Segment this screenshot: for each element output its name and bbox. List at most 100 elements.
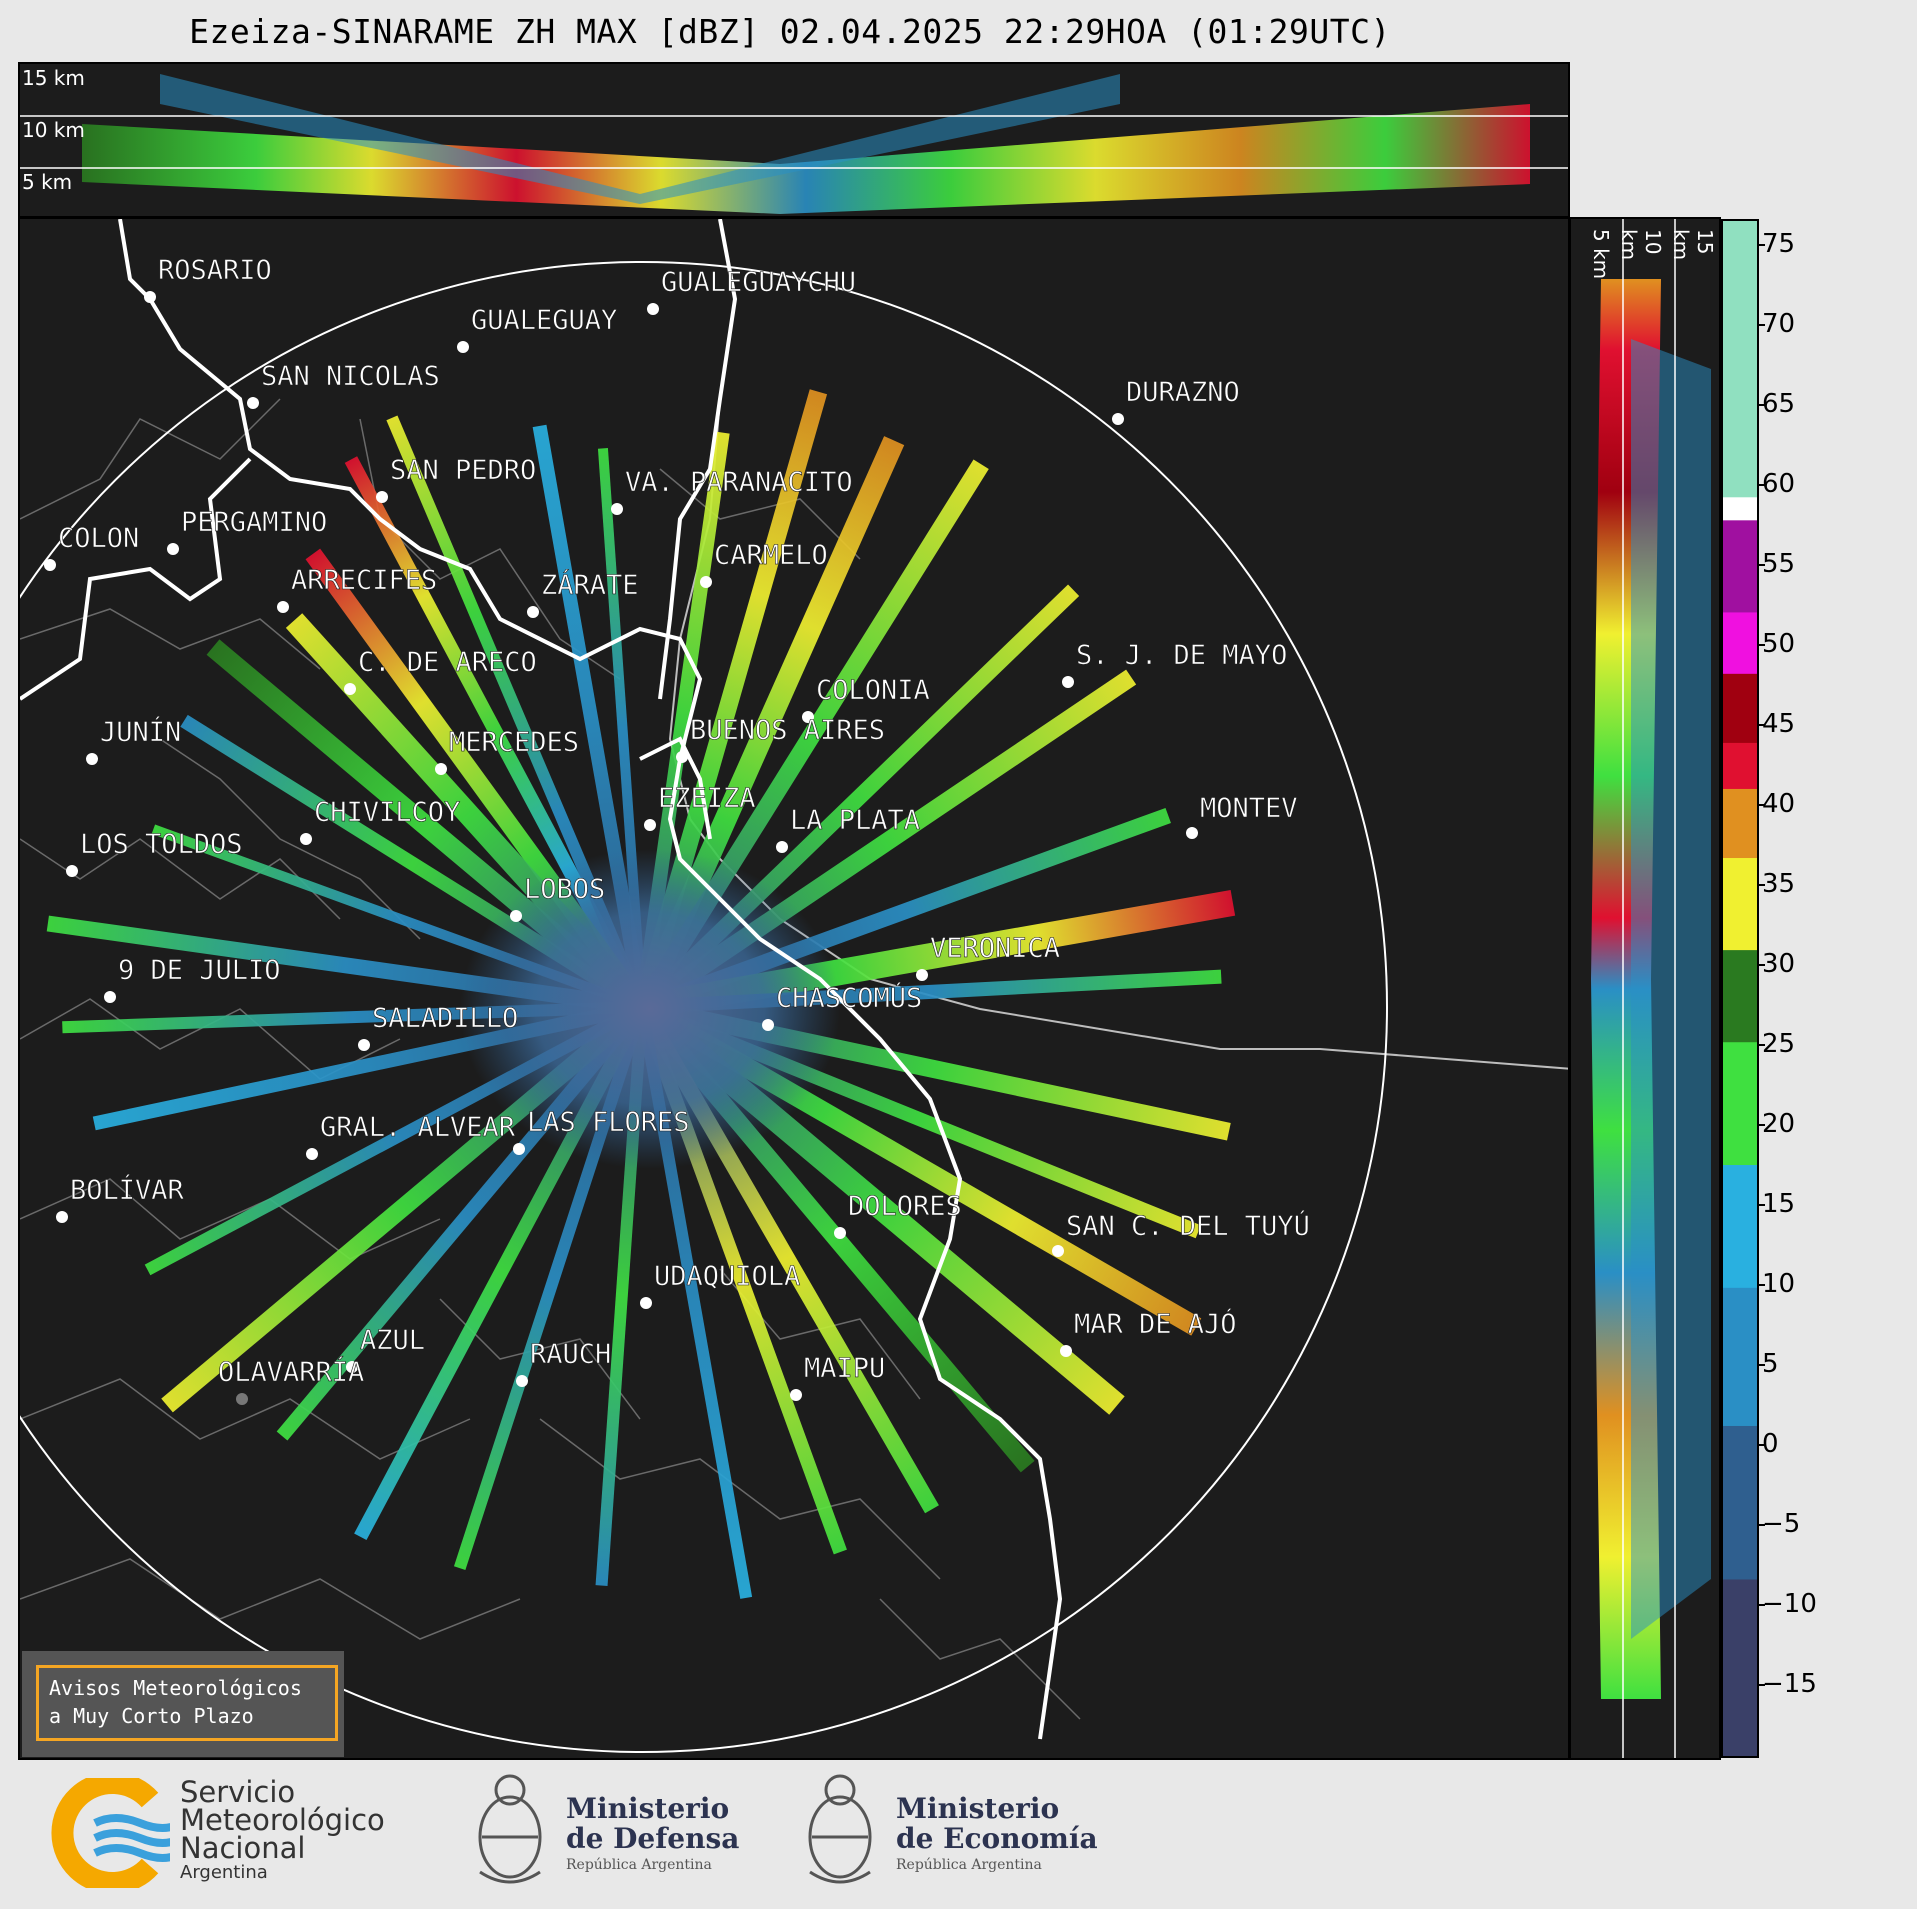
city-label: S. J. DE MAYO (1076, 640, 1287, 671)
city-label: VA. PARANACITO (625, 467, 853, 498)
colorbar-tick-label: 35 (1756, 869, 1796, 899)
colorbar-tick-label: 5 (1757, 1349, 1779, 1379)
city-label: PERGAMINO (181, 507, 327, 538)
smn-line-2: Meteorológico (180, 1803, 385, 1837)
city-marker (762, 1019, 774, 1031)
city-label: SALADILLO (372, 1003, 518, 1034)
colorbar-band (1723, 612, 1757, 675)
city-marker (676, 751, 688, 763)
city-label: ARRECIFES (291, 565, 437, 596)
top-10km-label: 10 km (22, 118, 85, 142)
warning-box[interactable]: Avisos Meteorológicos a Muy Corto Plazo (36, 1665, 338, 1741)
colorbar-tick-label: −5 (1756, 1509, 1801, 1539)
city-label: LA PLATA (790, 805, 920, 836)
colorbar-band (1723, 1165, 1757, 1289)
top-section-echo (82, 104, 1530, 214)
city-marker (776, 841, 788, 853)
city-label: GUALEGUAY (471, 305, 617, 336)
city-label: SAN PEDRO (390, 455, 536, 486)
city-label: AZUL (360, 1325, 425, 1356)
colorbar-tick-label: 45 (1756, 709, 1796, 739)
colorbar-band (1723, 858, 1757, 952)
city-label: BOLÍVAR (70, 1174, 185, 1206)
city-marker (1062, 676, 1074, 688)
colorbar-tick-label: 20 (1756, 1109, 1796, 1139)
colorbar-tick-label: 50 (1756, 629, 1796, 659)
colorbar-band (1723, 497, 1757, 522)
city-marker (700, 576, 712, 588)
city-marker (790, 1389, 802, 1401)
city-label: DURAZNO (1126, 377, 1240, 408)
colorbar-tick-label: −15 (1757, 1669, 1817, 1699)
city-marker (44, 559, 56, 571)
colorbar-tick-label: −10 (1757, 1589, 1817, 1619)
city-marker (306, 1148, 318, 1160)
defensa-line-1: Ministerio (566, 1792, 730, 1825)
colorbar-band (1723, 1579, 1757, 1757)
city-marker (644, 819, 656, 831)
coat-of-arms-icon (478, 1774, 542, 1884)
city-label: LOBOS (524, 874, 605, 905)
side-10km-label: 10 km (1617, 229, 1665, 261)
city-marker (344, 683, 356, 695)
colorbar-tick-label: 65 (1756, 389, 1796, 419)
warning-line-2: a Muy Corto Plazo (49, 1704, 254, 1728)
side-5km-label: 5 km (1589, 229, 1613, 280)
city-marker (1112, 413, 1124, 425)
city-label: RAUCH (530, 1339, 611, 1370)
map-title: Ezeiza-SINARAME ZH MAX [dBZ] 02.04.2025 … (189, 12, 1391, 51)
side-15km-label: 15 km (1669, 229, 1717, 261)
city-marker (510, 910, 522, 922)
economia-logo: Ministerio de Economía República Argenti… (800, 1762, 1100, 1897)
city-marker (247, 397, 259, 409)
city-marker (56, 1211, 68, 1223)
smn-logo: Servicio Meteorológico Nacional Argentin… (50, 1772, 410, 1894)
city-label: UDAQUIOLA (654, 1261, 800, 1292)
colorbar-band (1723, 950, 1757, 1044)
city-marker (236, 1393, 248, 1405)
top-cross-section-graphic (20, 74, 1568, 214)
defensa-line-2: de Defensa (566, 1822, 740, 1855)
city-label: C. DE ARECO (358, 647, 537, 678)
city-label: CARMELO (714, 540, 828, 571)
colorbar-band (1723, 1425, 1757, 1581)
top-5km-label: 5 km (22, 170, 73, 194)
colorbar-tick-label: 0 (1757, 1429, 1779, 1459)
colorbar-tick-label: 55 (1756, 549, 1796, 579)
top-15km-label: 15 km (22, 66, 85, 90)
colorbar-band (1723, 1287, 1757, 1427)
city-marker (144, 291, 156, 303)
colorbar-band (1723, 1042, 1757, 1167)
colorbar-band (1723, 520, 1757, 614)
city-label: MAIPU (804, 1353, 885, 1384)
city-marker (300, 833, 312, 845)
city-label: 9 DE JULIO (118, 955, 281, 986)
city-label: DOLORES (848, 1191, 962, 1222)
economia-line-1: Ministerio (896, 1792, 1060, 1825)
city-label: GUALEGUAYCHU (661, 267, 856, 298)
range-ring (20, 261, 1388, 1753)
city-label: ZÁRATE (541, 569, 639, 601)
city-label: BUENOS AIRES (690, 715, 885, 746)
colorbar-tick-label: 30 (1756, 949, 1796, 979)
city-label: CHIVILCOY (314, 797, 460, 828)
city-label: MAR DE AJÓ (1074, 1308, 1237, 1340)
city-marker (167, 543, 179, 555)
side-cross-section-graphic (1591, 219, 1711, 1758)
city-label: COLONIA (816, 675, 930, 706)
city-marker (435, 763, 447, 775)
smn-emblem-icon (51, 1772, 183, 1894)
city-marker (1060, 1345, 1072, 1357)
dbz-colorbar (1721, 219, 1759, 1758)
colorbar-band (1723, 673, 1757, 744)
radar-map: ROSARIO GUALEGUAYCHU GUALEGUAY SAN NICOLAS D… (18, 217, 1570, 1760)
top-height-cross-section: 15 km 10 km 5 km (18, 62, 1570, 218)
colorbar-tick-label: 25 (1756, 1029, 1796, 1059)
city-marker (513, 1143, 525, 1155)
city-label: MERCEDES (449, 727, 579, 758)
city-marker (358, 1039, 370, 1051)
defensa-line-3: República Argentina (566, 1857, 712, 1873)
city-markers: ROSARIO GUALEGUAYCHU GUALEGUAY SAN NICOLAS D… (44, 255, 1310, 1405)
city-label: COLON (58, 523, 139, 554)
city-marker (611, 503, 623, 515)
